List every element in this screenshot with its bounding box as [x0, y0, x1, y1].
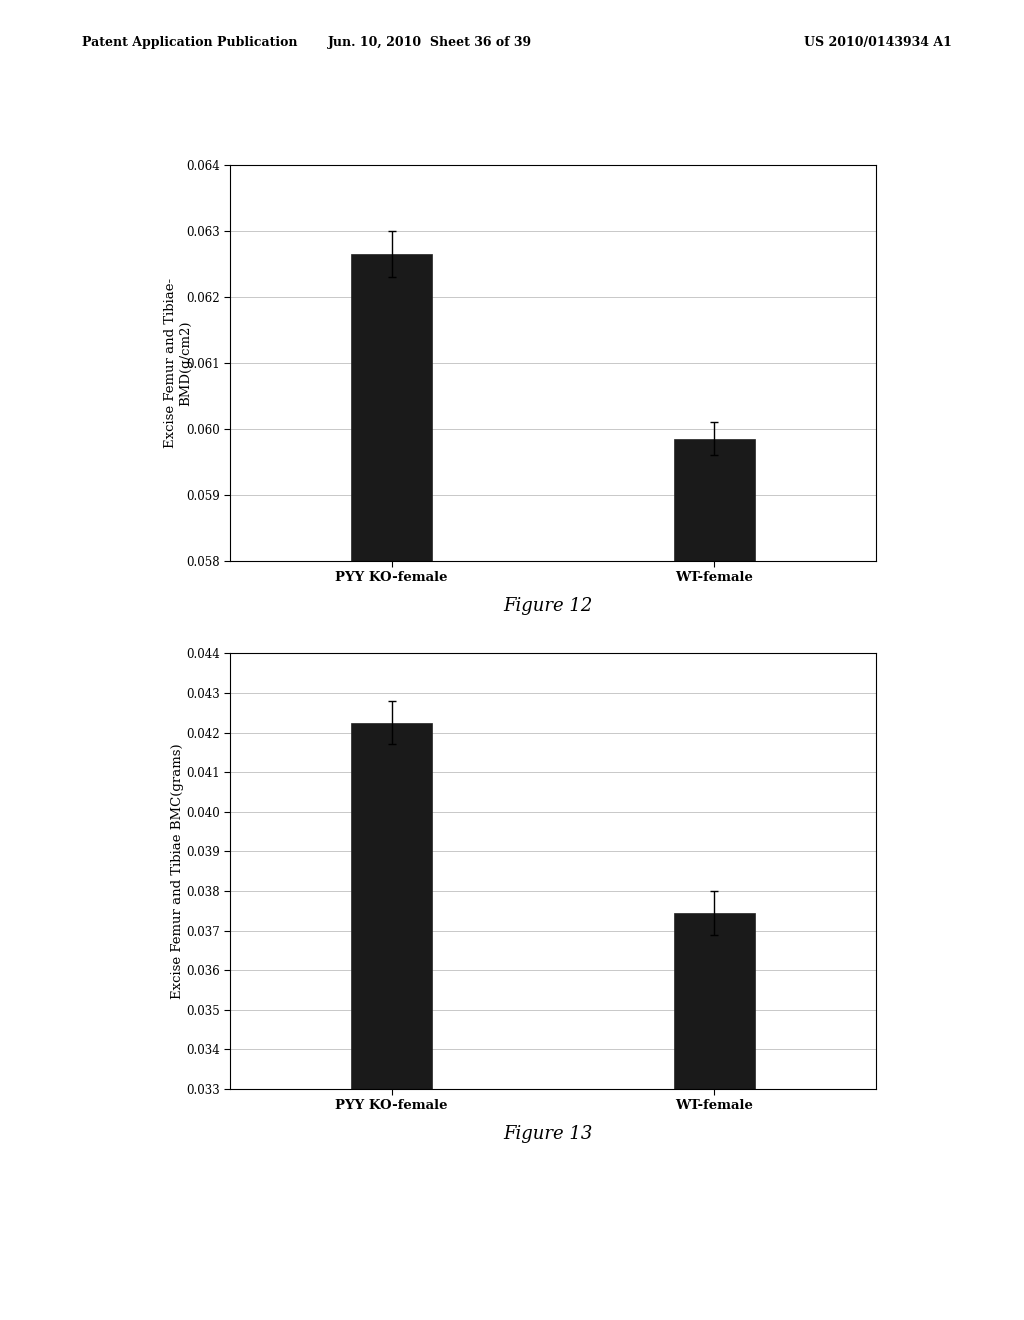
- Bar: [351, 722, 432, 1320]
- Bar: [351, 253, 432, 1320]
- Bar: [674, 438, 755, 1320]
- Text: Figure 13: Figure 13: [503, 1125, 593, 1143]
- Text: US 2010/0143934 A1: US 2010/0143934 A1: [805, 36, 952, 49]
- Text: Patent Application Publication: Patent Application Publication: [82, 36, 297, 49]
- Y-axis label: Excise Femur and Tibiae-
BMD(g/cm2): Excise Femur and Tibiae- BMD(g/cm2): [164, 279, 191, 447]
- Y-axis label: Excise Femur and Tibiae BMC(grams): Excise Femur and Tibiae BMC(grams): [171, 743, 184, 999]
- Bar: [674, 913, 755, 1320]
- Text: Jun. 10, 2010  Sheet 36 of 39: Jun. 10, 2010 Sheet 36 of 39: [328, 36, 532, 49]
- Text: Figure 12: Figure 12: [503, 597, 593, 615]
